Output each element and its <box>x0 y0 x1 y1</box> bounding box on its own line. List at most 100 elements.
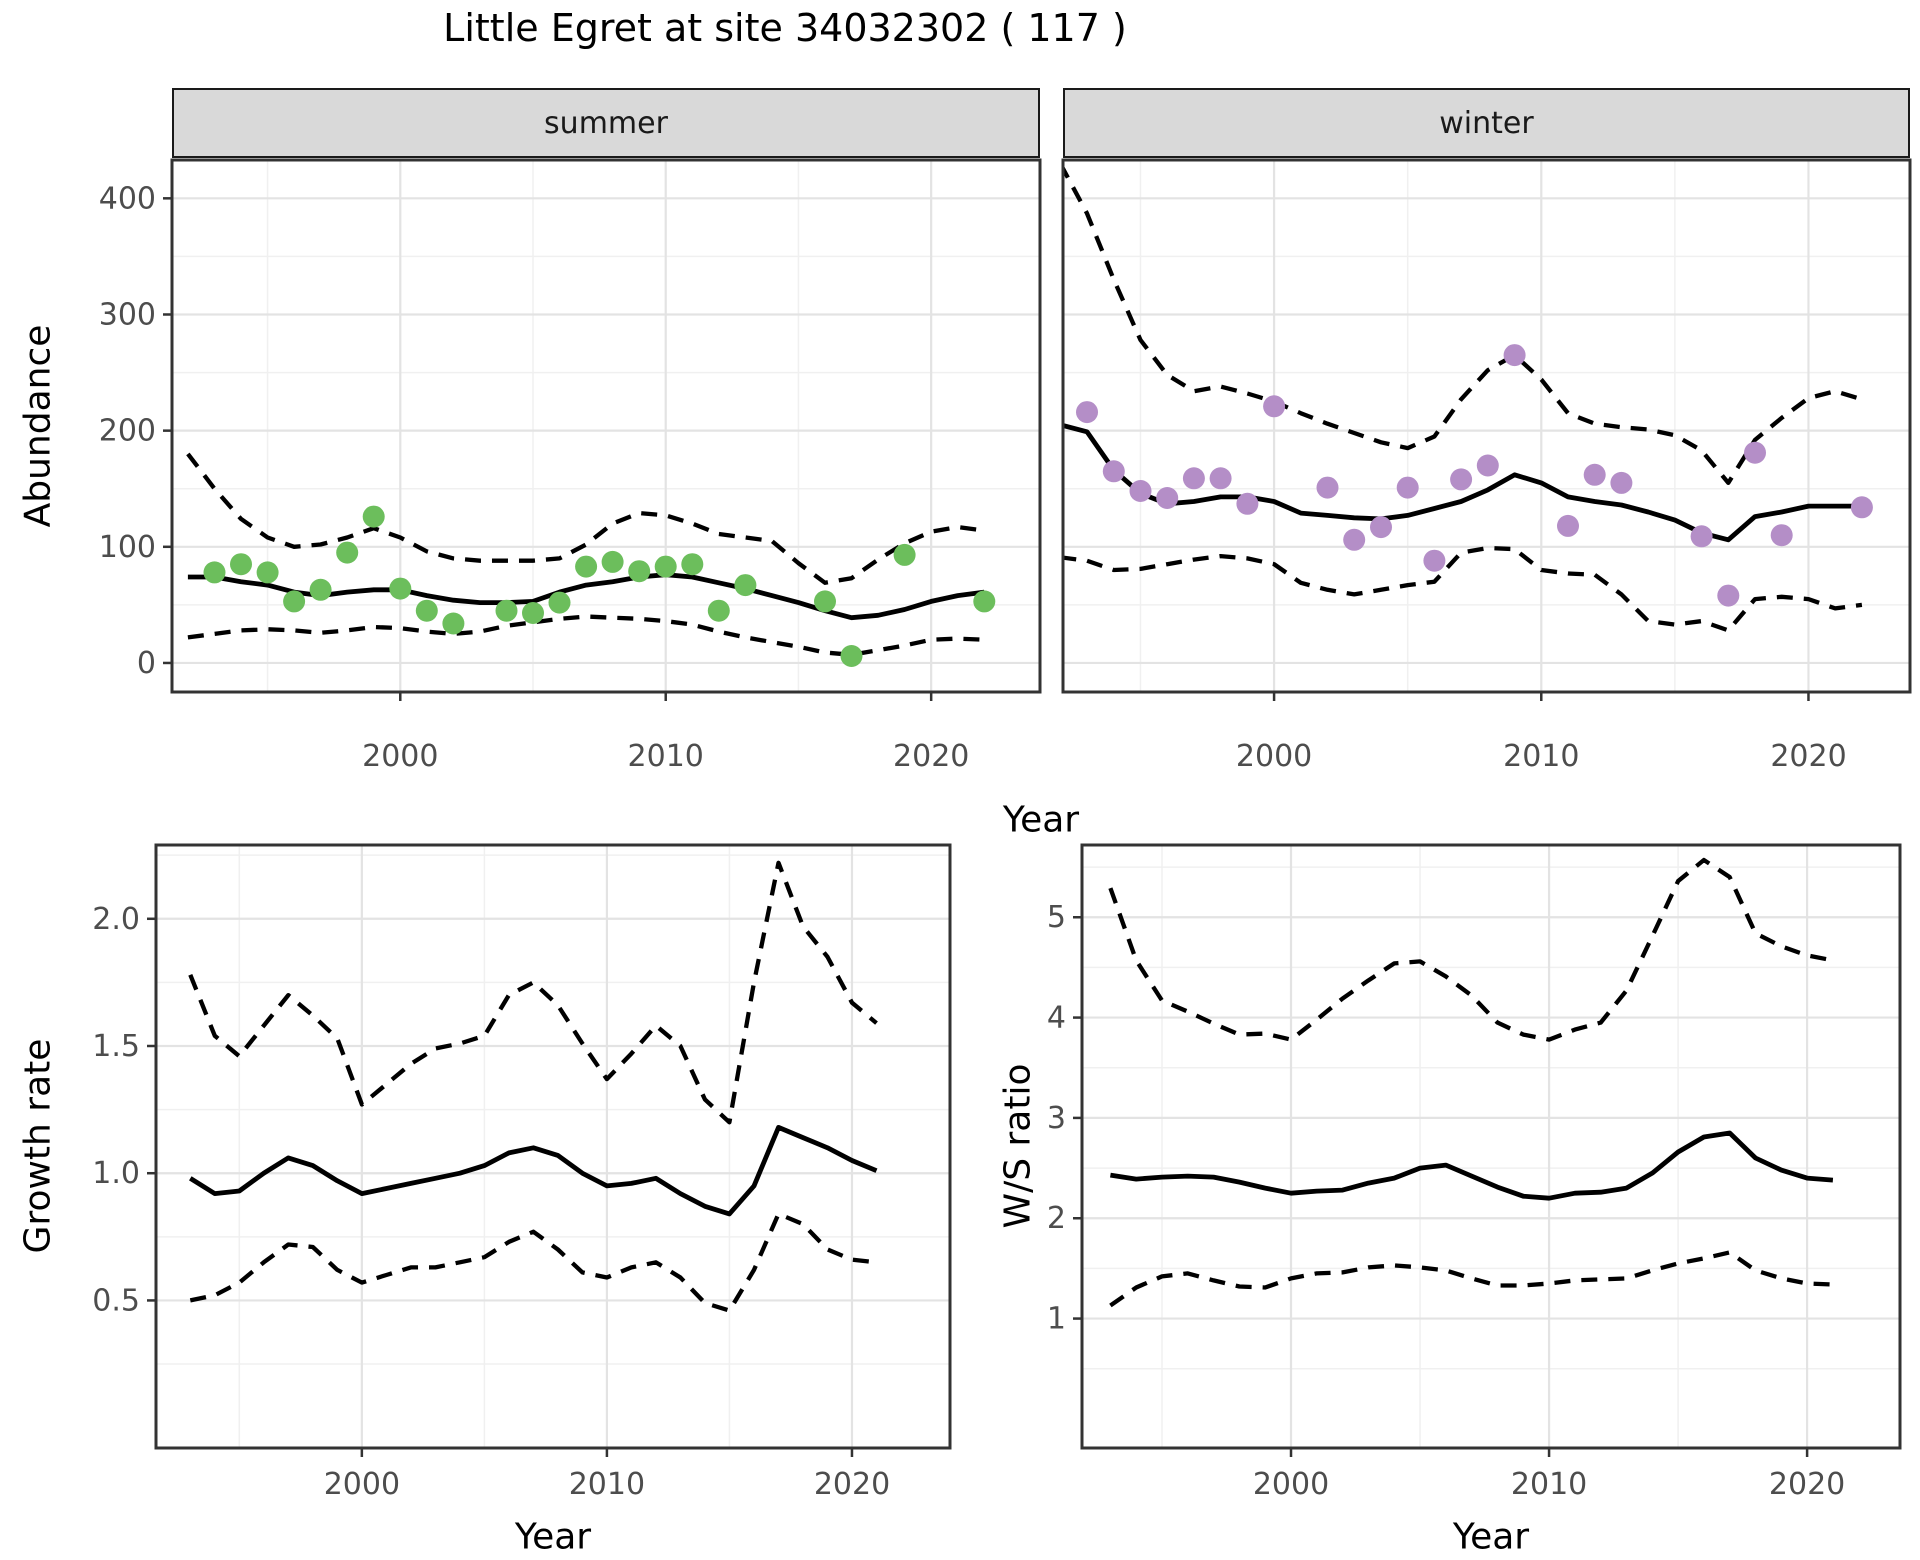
data-point <box>336 541 359 564</box>
data-point <box>1263 395 1286 418</box>
data-point <box>495 599 518 622</box>
data-point <box>1610 471 1633 494</box>
data-point <box>1156 487 1179 509</box>
data-point <box>1209 467 1232 490</box>
ws-ratio-y-tick-label: 1 <box>1047 1302 1066 1337</box>
growth-rate-y-tick-label: 0.5 <box>92 1283 140 1318</box>
growth-rate-y-tick-label: 2.0 <box>92 902 140 937</box>
growth-rate-x-tick-label: 2020 <box>814 1467 890 1502</box>
abundance-summer-fit-line <box>187 572 985 621</box>
abundance-summer-x-tick-label: 2020 <box>893 739 969 774</box>
data-point <box>1396 476 1419 499</box>
data-point <box>1770 524 1793 547</box>
data-point <box>1557 514 1579 537</box>
ws-ratio-fit-line <box>1110 1130 1834 1201</box>
data-point <box>1583 463 1606 486</box>
growth-rate-upper_ci-line <box>188 860 878 1125</box>
ws-ratio-y-tick-label: 3 <box>1047 1101 1066 1136</box>
data-point <box>1744 441 1766 464</box>
data-point <box>1503 344 1526 367</box>
growth-rate-x-tick-label: 2010 <box>569 1467 645 1502</box>
data-point <box>628 560 651 583</box>
data-point <box>601 550 624 573</box>
abundance-winter-x-tick-label: 2020 <box>1770 739 1846 774</box>
data-point <box>1076 401 1098 424</box>
x-axis-title-ws-ratio: Year <box>1452 1516 1530 1558</box>
ws-ratio-x-tick-label: 2000 <box>1253 1467 1329 1502</box>
panel-border <box>1080 843 1902 1450</box>
data-point <box>1129 480 1152 502</box>
ws-ratio-y-tick-label: 2 <box>1047 1201 1066 1236</box>
data-point <box>1450 468 1473 491</box>
data-point <box>256 561 279 584</box>
abundance-winter-x-tick-label: 2010 <box>1503 739 1579 774</box>
data-point <box>973 590 996 613</box>
x-axis-title-abundance: Year <box>1002 799 1080 841</box>
ws-ratio-y-tick-label: 5 <box>1047 900 1066 935</box>
data-point <box>734 574 757 597</box>
data-point <box>1182 467 1205 490</box>
abundance-winter-x-tick-label: 2000 <box>1236 739 1312 774</box>
abundance-summer-observed-points <box>203 505 996 667</box>
data-point <box>1423 549 1446 572</box>
growth-rate-x-tick-label: 2000 <box>324 1467 400 1502</box>
abundance-summer-y-tick-label: 300 <box>99 298 156 333</box>
data-point <box>814 590 836 613</box>
panel-abundance-winter: 2000 2010 2020 <box>1061 158 1912 774</box>
data-point <box>1102 460 1125 483</box>
abundance-summer-lower_ci-line <box>187 614 985 657</box>
facet-strip-summer-label: summer <box>544 105 668 141</box>
ws-ratio-upper_ci-line <box>1108 857 1834 1042</box>
panel-growth-rate: 2000 2010 2020 0.5 1.0 1.5 2.0 <box>92 843 952 1502</box>
ws-ratio-x-tick-label: 2020 <box>1769 1467 1845 1502</box>
growth-rate-lower_ci-line <box>189 1211 877 1313</box>
facet-strip-winter: winter <box>1063 88 1910 158</box>
data-point <box>309 578 332 601</box>
growth-rate-y-tick-label: 1.0 <box>92 1156 140 1191</box>
panel-border <box>1061 158 1912 694</box>
panel-border <box>170 158 1042 694</box>
ws-ratio-x-tick-label: 2010 <box>1511 1467 1587 1502</box>
data-point <box>389 577 412 600</box>
ws-ratio-lower_ci-line <box>1109 1250 1833 1308</box>
x-axis-title-growth-rate: Year <box>514 1516 592 1558</box>
abundance-summer-y-tick-label: 100 <box>99 530 156 565</box>
facet-strip-winter-label: winter <box>1439 105 1534 141</box>
data-point <box>230 553 252 576</box>
panel-border <box>154 843 952 1450</box>
data-point <box>707 599 730 622</box>
data-point <box>1850 496 1873 519</box>
data-point <box>840 645 863 667</box>
data-point <box>548 591 571 614</box>
abundance-winter-upper_ci-line <box>1063 163 1863 486</box>
ws-ratio-y-tick-label: 4 <box>1047 1001 1066 1036</box>
growth-rate-fit-line <box>189 1125 878 1217</box>
data-point <box>1717 584 1740 607</box>
abundance-summer-y-tick-label: 200 <box>99 414 156 449</box>
growth-rate-y-tick-label: 1.5 <box>92 1029 140 1064</box>
abundance-winter-fit-line <box>1063 423 1862 543</box>
data-point <box>681 553 704 576</box>
data-point <box>893 543 916 566</box>
data-point <box>1316 476 1339 499</box>
data-point <box>362 505 385 528</box>
page-title: Little Egret at site 34032302 ( 117 ) <box>443 6 1127 50</box>
abundance-summer-y-tick-label: 0 <box>137 646 156 681</box>
data-point <box>654 555 677 578</box>
abundance-winter-lower_ci-line <box>1063 545 1863 633</box>
panel-abundance-summer: 2000 2010 2020 0 100 200 300 400 <box>99 158 1042 774</box>
data-point <box>1690 525 1713 548</box>
abundance-summer-x-tick-label: 2000 <box>362 739 438 774</box>
data-point <box>1343 528 1366 551</box>
facet-strip-summer: summer <box>172 88 1040 158</box>
data-point <box>442 612 465 635</box>
panel-ws-ratio: 2000 2010 2020 1 2 3 4 5 <box>1047 843 1902 1502</box>
abundance-summer-x-tick-label: 2010 <box>628 739 704 774</box>
data-point <box>575 555 598 578</box>
data-point <box>1370 516 1392 539</box>
abundance-winter-observed-points <box>1076 344 1873 607</box>
data-point <box>283 590 306 613</box>
data-point <box>203 561 226 584</box>
